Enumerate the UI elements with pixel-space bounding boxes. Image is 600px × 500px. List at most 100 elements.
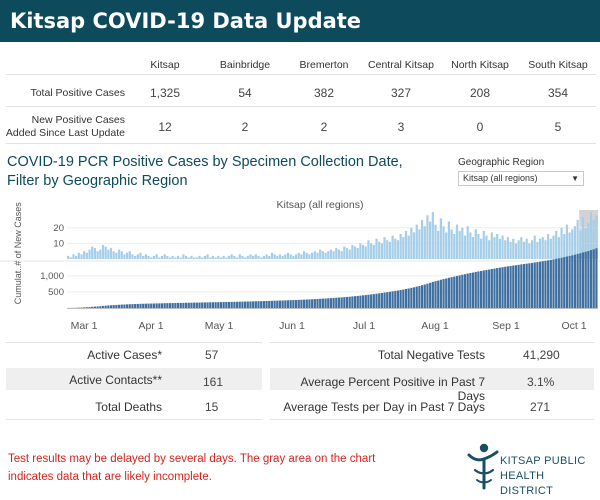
cumulative-bar xyxy=(174,303,177,308)
cumulative-bar xyxy=(117,304,121,308)
cumulative-bar xyxy=(115,304,118,308)
cumulative-bar xyxy=(555,258,558,308)
region-filter-label: Geographic Region xyxy=(458,157,545,168)
new-cases-bar xyxy=(128,251,131,259)
cumulative-bar xyxy=(319,298,322,308)
cumulative-bar xyxy=(442,279,445,308)
new-cases-bar xyxy=(144,254,147,259)
new-cases-bar xyxy=(434,224,437,259)
new-cases-bar xyxy=(450,229,453,259)
new-cases-bar xyxy=(522,241,526,259)
new-cases-bar xyxy=(421,219,424,259)
cumulative-bar xyxy=(490,269,493,308)
column-header-kitsap: Kitsap xyxy=(150,59,180,71)
cumulative-bar xyxy=(83,307,86,308)
new-cases-bar xyxy=(568,232,571,259)
logo-text: KITSAP PUBLIC HEALTH DISTRICT xyxy=(500,454,596,499)
cumulative-bar xyxy=(182,302,185,308)
new-cases-bar xyxy=(67,255,70,259)
cumulative-bar xyxy=(201,302,204,308)
cumulative-bar xyxy=(246,301,249,308)
cumulative-bar xyxy=(316,298,319,308)
new-cases-bar xyxy=(364,246,367,259)
region-filter-dropdown[interactable]: Kitsap (all regions) ▼ xyxy=(458,171,584,186)
cumulative-bar xyxy=(244,301,247,308)
cumulative-bar xyxy=(399,290,402,308)
new-cases-bar xyxy=(297,252,300,259)
new-cases-bar xyxy=(372,244,375,259)
data-delay-notice: Test results may be delayed by several d… xyxy=(8,450,418,486)
new-cases-bar xyxy=(337,249,341,259)
cumulative-bar xyxy=(273,300,276,308)
new-cases-bar xyxy=(455,224,459,259)
new-cases-bar xyxy=(595,215,598,259)
x-tick-label: Sep 1 xyxy=(492,320,520,332)
cumulative-bar xyxy=(450,277,453,308)
cumulative-bar xyxy=(509,265,512,308)
new-cases-bar xyxy=(131,254,134,259)
column-header-central-kitsap: Central Kitsap xyxy=(368,59,434,71)
new-cases-bar xyxy=(571,229,574,259)
cumulative-bar xyxy=(252,301,255,308)
new-cases-bar xyxy=(276,255,279,259)
new-cases-bar xyxy=(96,251,99,259)
new-cases-bar xyxy=(482,230,485,259)
new-cases-bar xyxy=(126,252,129,259)
new-cases-bar xyxy=(107,249,110,259)
new-cases-bar xyxy=(517,240,520,259)
cumulative-bar xyxy=(439,279,442,308)
y-tick-label: 20 xyxy=(53,223,64,234)
new-cases-bar xyxy=(480,238,483,259)
new-cases-bar xyxy=(182,254,185,259)
new-cases-bar xyxy=(490,232,493,259)
new-cases-bar xyxy=(238,254,241,259)
cumulative-bar xyxy=(126,304,129,308)
cumulative-bar xyxy=(579,253,582,308)
new-cases-bar xyxy=(579,230,582,259)
new-cases-bar xyxy=(380,243,383,259)
stat-value-tests-per-day: 271 xyxy=(530,400,551,414)
new-cases-bar xyxy=(485,235,488,259)
new-cases-bar xyxy=(332,251,335,259)
new-cases-bar xyxy=(541,237,544,259)
notice-line: indicates data that are likely incomplet… xyxy=(8,471,212,483)
new-cases-bar xyxy=(388,241,392,259)
cumulative-bar xyxy=(163,303,166,308)
new-cases-bar xyxy=(147,255,150,259)
cumulative-bar xyxy=(292,300,295,308)
new-cases-bar xyxy=(370,243,373,259)
notice-line: Test results may be delayed by several d… xyxy=(8,453,376,465)
cumulative-bar xyxy=(91,306,94,308)
new-cases-bar xyxy=(203,255,206,259)
cumulative-bar xyxy=(142,303,145,308)
column-header-bainbridge: Bainbridge xyxy=(219,59,271,71)
y-axis-label-cumulative: Cumulat.. xyxy=(13,266,23,305)
cumulative-bar xyxy=(504,266,507,308)
new-cases-bar xyxy=(262,255,265,259)
cumulative-bar xyxy=(93,306,97,308)
cumulative-bar xyxy=(469,272,472,308)
cumulative-bar xyxy=(185,302,188,308)
cumulative-bar xyxy=(179,302,182,308)
cumulative-bar xyxy=(568,255,571,308)
new-cases-bar xyxy=(187,257,190,259)
logo-line: HEALTH DISTRICT xyxy=(500,470,554,497)
new-cases-bar xyxy=(185,255,188,259)
x-tick-label: Aug 1 xyxy=(421,320,449,332)
new-cases-bar xyxy=(549,238,552,259)
cumulative-bar xyxy=(517,264,520,308)
new-cases-bar xyxy=(362,244,365,259)
new-cases-bar xyxy=(252,255,255,259)
cumulative-bar xyxy=(112,305,115,308)
cumulative-bar xyxy=(305,299,308,308)
new-cases-bar xyxy=(429,221,432,259)
new-cases-bar xyxy=(217,255,220,259)
new-cases-bar xyxy=(431,212,434,259)
cumulative-bar xyxy=(372,294,375,308)
new-cases-bar xyxy=(91,246,94,259)
stats-divider xyxy=(6,419,262,420)
new-cases-bar xyxy=(383,237,386,259)
cumulative-bar xyxy=(187,302,190,308)
cumulative-bar xyxy=(522,264,526,308)
cumulative-bar xyxy=(595,248,598,308)
